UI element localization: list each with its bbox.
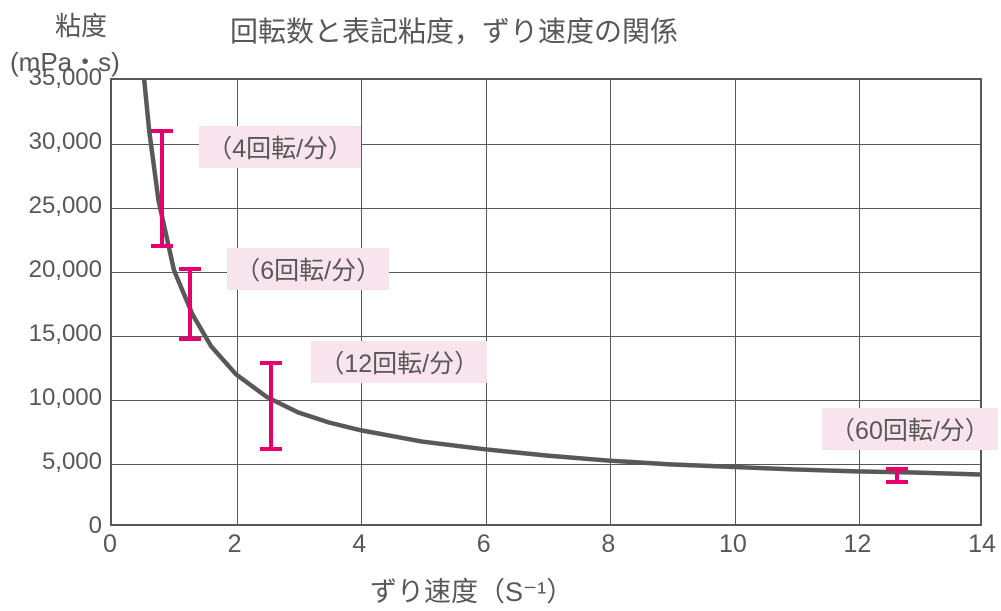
error-bar-cap xyxy=(179,267,201,271)
x-axis-label: ずり速度（S⁻¹） xyxy=(370,570,573,609)
x-tick-label: 14 xyxy=(968,530,996,559)
rpm-annotation: （6回転/分） xyxy=(227,248,389,290)
error-bar-cap xyxy=(886,480,908,484)
grid-line-vertical xyxy=(859,80,860,524)
x-tick-label: 4 xyxy=(352,530,366,559)
error-bar xyxy=(188,269,192,338)
y-tick-label: 10,000 xyxy=(10,384,102,412)
error-bar-cap xyxy=(260,447,282,451)
error-bar-cap xyxy=(260,361,282,365)
grid-line-vertical xyxy=(735,80,736,524)
x-tick-label: 8 xyxy=(601,530,615,559)
y-tick-label: 20,000 xyxy=(10,256,102,284)
x-tick-label: 10 xyxy=(719,530,747,559)
grid-line-horizontal xyxy=(112,336,980,337)
y-tick-label: 30,000 xyxy=(10,128,102,156)
y-tick-label: 5,000 xyxy=(10,448,102,476)
rpm-annotation: （12回転/分） xyxy=(311,341,487,383)
grid-line-vertical xyxy=(361,80,362,524)
rpm-annotation: （60回転/分） xyxy=(822,408,998,450)
y-tick-label: 0 xyxy=(10,512,102,540)
x-tick-label: 0 xyxy=(103,530,117,559)
error-bar xyxy=(269,363,273,449)
y-tick-label: 25,000 xyxy=(10,192,102,220)
error-bar-cap xyxy=(179,337,201,341)
x-tick-label: 12 xyxy=(844,530,872,559)
rpm-annotation: （4回転/分） xyxy=(199,126,361,168)
grid-line-vertical xyxy=(610,80,611,524)
error-bar-cap xyxy=(151,244,173,248)
y-tick-label: 15,000 xyxy=(10,320,102,348)
plot-area: （4回転/分）（6回転/分）（12回転/分）（60回転/分） xyxy=(110,78,982,526)
grid-line-vertical xyxy=(486,80,487,524)
error-bar-cap xyxy=(151,129,173,133)
y-axis-label-line1: 粘度 xyxy=(55,6,107,43)
grid-line-horizontal xyxy=(112,208,980,209)
error-bar xyxy=(160,131,164,246)
grid-line-horizontal xyxy=(112,400,980,401)
grid-line-horizontal xyxy=(112,464,980,465)
y-tick-label: 35,000 xyxy=(10,64,102,92)
x-tick-label: 2 xyxy=(228,530,242,559)
chart-title: 回転数と表記粘度，ずり速度の関係 xyxy=(230,10,678,50)
x-tick-label: 6 xyxy=(477,530,491,559)
error-bar-cap xyxy=(886,467,908,471)
